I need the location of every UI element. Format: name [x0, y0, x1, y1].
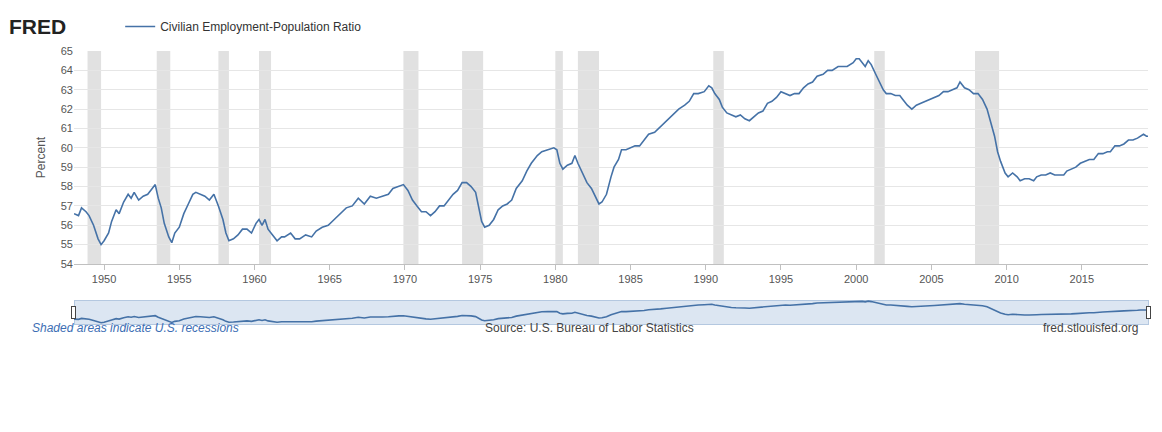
- svg-text:Shaded areas indicate U.S. rec: Shaded areas indicate U.S. recessions: [32, 321, 239, 335]
- svg-text:2010: 2010: [994, 273, 1018, 285]
- svg-text:1970: 1970: [393, 273, 417, 285]
- svg-text:1995: 1995: [769, 273, 793, 285]
- svg-text:58: 58: [61, 180, 73, 192]
- svg-text:1975: 1975: [468, 273, 492, 285]
- svg-text:56: 56: [61, 219, 73, 231]
- svg-text:1990: 1990: [694, 273, 718, 285]
- svg-text:65: 65: [61, 45, 73, 57]
- svg-text:Percent: Percent: [34, 136, 48, 178]
- svg-text:63: 63: [61, 84, 73, 96]
- svg-text:1980: 1980: [543, 273, 567, 285]
- svg-text:64: 64: [61, 64, 73, 76]
- svg-text:55: 55: [61, 238, 73, 250]
- svg-text:1955: 1955: [167, 273, 191, 285]
- svg-text:1960: 1960: [242, 273, 266, 285]
- svg-text:60: 60: [61, 142, 73, 154]
- svg-text:62: 62: [61, 103, 73, 115]
- svg-text:61: 61: [61, 122, 73, 134]
- svg-text:FRED: FRED: [9, 15, 66, 38]
- svg-text:2000: 2000: [844, 273, 868, 285]
- svg-text:54: 54: [61, 258, 73, 270]
- svg-text:fred.stlouisfed.org: fred.stlouisfed.org: [1043, 321, 1138, 335]
- svg-text:Source: U.S. Bureau of Labor S: Source: U.S. Bureau of Labor Statistics: [485, 321, 694, 335]
- svg-text:Civilian Employment-Population: Civilian Employment-Population Ratio: [160, 20, 361, 34]
- svg-text:59: 59: [61, 161, 73, 173]
- svg-text:1950: 1950: [92, 273, 116, 285]
- svg-text:57: 57: [61, 200, 73, 212]
- svg-text:1965: 1965: [317, 273, 341, 285]
- svg-text:2005: 2005: [919, 273, 943, 285]
- svg-text:2015: 2015: [1070, 273, 1094, 285]
- svg-text:1985: 1985: [618, 273, 642, 285]
